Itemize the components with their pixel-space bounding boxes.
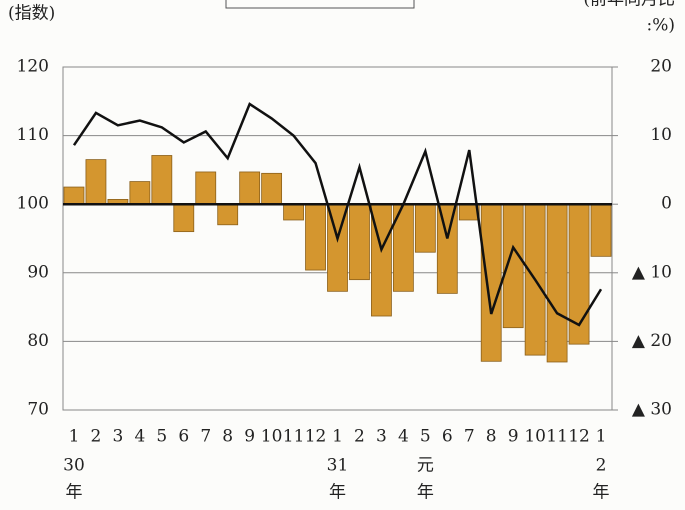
y-tick-label: 120 (17, 57, 49, 77)
bar (414, 203, 436, 253)
x-tick-label: 7 (464, 427, 475, 447)
bar (349, 203, 370, 281)
y2-tick-label: 20 (650, 57, 672, 77)
x-tick-label: 3 (112, 427, 123, 447)
x-tick-label: 12 (568, 427, 590, 447)
year-label: 元 (417, 456, 434, 476)
x-tick-label: 8 (222, 427, 233, 447)
y-tick-label: 80 (27, 331, 49, 351)
x-tick-label: 8 (486, 427, 497, 447)
x-tick-label: 1 (69, 427, 80, 447)
x-tick-label: 1 (596, 427, 607, 447)
x-tick-label: 9 (508, 427, 519, 447)
year-label: 30 (63, 456, 85, 476)
legend-box (225, 0, 415, 9)
x-tick-label: 11 (546, 427, 568, 447)
year-label: 年 (329, 483, 346, 503)
x-tick-label: 5 (156, 427, 167, 447)
y2-tick-label: ▲ 30 (632, 400, 672, 420)
x-tick-label: 2 (91, 427, 102, 447)
x-tick-label: 1 (332, 427, 343, 447)
bar (239, 171, 261, 205)
bar (63, 186, 85, 205)
y-tick-label: 100 (17, 194, 49, 214)
x-tick-label: 10 (524, 427, 546, 447)
bar (85, 159, 107, 205)
bar (590, 203, 612, 257)
year-label: 年 (417, 483, 434, 503)
x-tick-label: 5 (420, 427, 431, 447)
y2-tick-label: ▲ 10 (632, 262, 672, 282)
bar (195, 171, 217, 205)
x-tick-label: 2 (354, 427, 365, 447)
y2-tick-label: 0 (661, 194, 672, 214)
x-tick-label: 11 (283, 427, 305, 447)
y2-tick-label: 10 (650, 125, 672, 145)
year-label: 2 (596, 456, 607, 476)
x-tick-label: 6 (178, 427, 189, 447)
x-tick-label: 6 (442, 427, 453, 447)
x-tick-label: 4 (134, 427, 145, 447)
bar (173, 203, 195, 233)
year-label: 年 (593, 483, 610, 503)
bar (283, 203, 304, 221)
bar (129, 181, 151, 205)
y2-tick-label: ▲ 20 (632, 331, 672, 351)
y2-axis-label: :%) (646, 16, 675, 36)
bar (217, 203, 239, 226)
y-tick-label: 90 (27, 262, 49, 282)
bar (305, 203, 326, 271)
bar (261, 172, 283, 205)
x-tick-label: 4 (398, 427, 409, 447)
bar (151, 155, 173, 205)
y-tick-label: 110 (17, 125, 49, 145)
x-tick-label: 3 (376, 427, 387, 447)
y2-axis-label: (前年同月比 (583, 0, 675, 10)
bar (436, 203, 458, 294)
y-tick-label: 70 (27, 400, 49, 420)
x-tick-label: 10 (261, 427, 283, 447)
y-axis-label: (指数) (8, 4, 55, 24)
line (72, 102, 603, 327)
bar (546, 203, 568, 363)
year-label: 31 (327, 456, 349, 476)
x-tick-label: 7 (200, 427, 211, 447)
bar (480, 203, 502, 362)
year-label: 年 (65, 483, 82, 503)
x-tick-label: 12 (305, 427, 327, 447)
x-tick-label: 9 (244, 427, 255, 447)
